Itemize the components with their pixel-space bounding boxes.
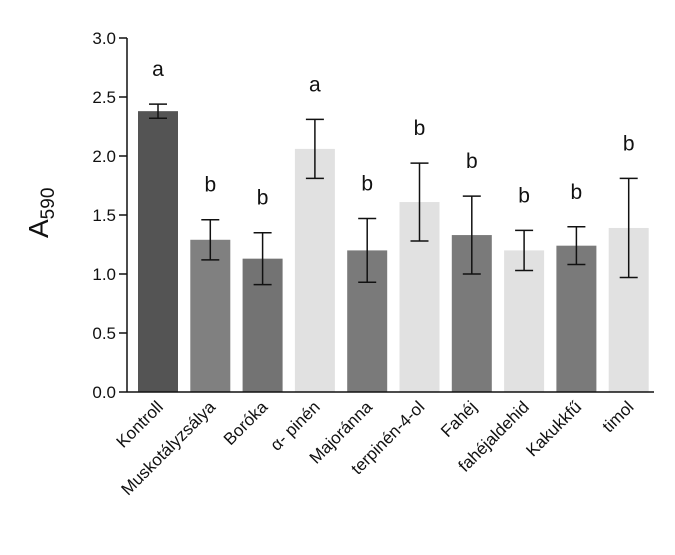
significance-letter: b bbox=[414, 117, 426, 140]
significance-letter: b bbox=[204, 174, 216, 197]
x-tick-label: timol bbox=[599, 397, 638, 436]
bar bbox=[190, 239, 231, 392]
bar bbox=[504, 250, 545, 392]
y-tick-label: 1.0 bbox=[92, 265, 116, 284]
error-bar bbox=[253, 231, 272, 286]
bars bbox=[138, 111, 649, 392]
error-bars bbox=[149, 103, 638, 286]
y-tick-label: 2.0 bbox=[92, 147, 116, 166]
significance-letter: a bbox=[152, 58, 164, 81]
error-bar bbox=[410, 162, 429, 242]
error-bar bbox=[515, 229, 534, 272]
y-axis-title: A590 bbox=[23, 188, 59, 238]
significance-letter: b bbox=[623, 132, 635, 155]
significance-letter: b bbox=[257, 187, 269, 210]
error-bar bbox=[149, 103, 167, 119]
y-tick-label: 0.5 bbox=[92, 324, 116, 343]
significance-letter: b bbox=[571, 181, 583, 204]
error-bar bbox=[567, 226, 586, 266]
error-bar bbox=[305, 118, 324, 180]
error-bar bbox=[462, 195, 481, 275]
error-bar bbox=[619, 177, 638, 279]
bar bbox=[294, 148, 335, 392]
significance-letter: b bbox=[518, 184, 530, 207]
error-bar bbox=[358, 217, 377, 284]
x-tick-label: Muskotályzsálya bbox=[118, 397, 220, 499]
y-axis-title-main: A bbox=[23, 219, 54, 238]
significance-letter: a bbox=[309, 73, 321, 96]
y-axis-title-subscript: 590 bbox=[38, 188, 59, 220]
error-bar bbox=[201, 218, 220, 261]
x-tick-label: Kakukkfű bbox=[522, 397, 585, 460]
bar bbox=[556, 245, 597, 392]
y-tick-label: 0.0 bbox=[92, 383, 116, 402]
y-tick-label: 1.5 bbox=[92, 206, 116, 225]
y-tick-label: 3.0 bbox=[92, 29, 116, 48]
y-axis: 0.0 0.5 1.0 1.5 2.0 2.5 3.0 bbox=[92, 29, 128, 402]
significance-labels: a b b a b b b b b b bbox=[152, 58, 634, 210]
x-tick-label: Boróka bbox=[220, 397, 272, 449]
bar bbox=[138, 111, 178, 392]
significance-letter: b bbox=[361, 173, 373, 196]
significance-letter: b bbox=[466, 150, 478, 173]
y-tick-label: 2.5 bbox=[92, 88, 116, 107]
x-tick-label: Fahéj bbox=[437, 397, 481, 441]
